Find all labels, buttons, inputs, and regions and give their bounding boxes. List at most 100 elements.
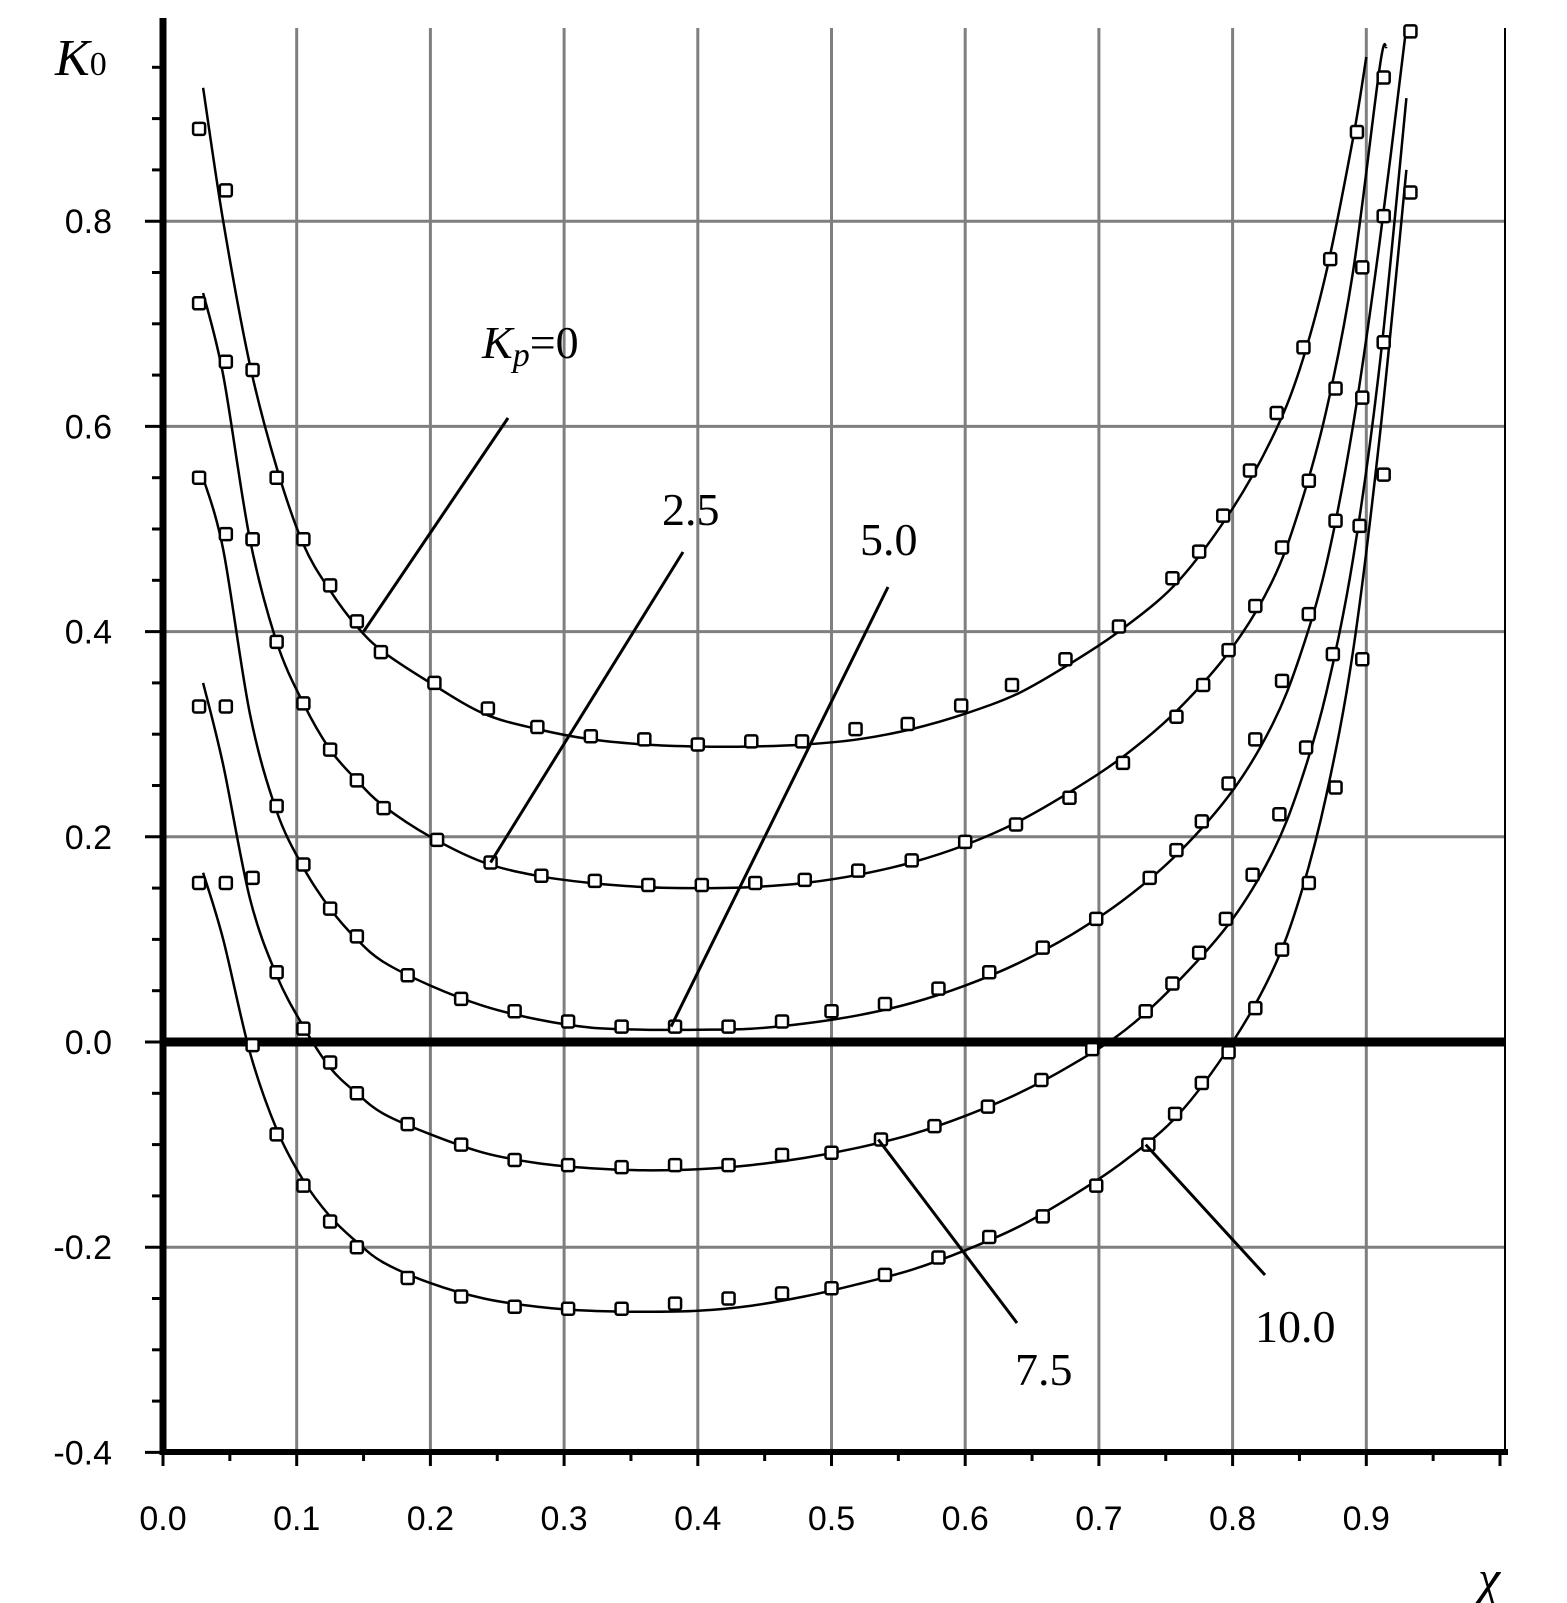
data-point [1035,1209,1050,1224]
data-point [1301,606,1317,622]
data-point [1325,646,1341,662]
data-point [641,877,656,893]
data-point [797,872,813,888]
data-point [1274,540,1290,555]
data-point [429,832,445,848]
x-tick-label: 0.0 [139,1500,186,1538]
data-point [848,721,863,737]
x-tick-label: 0.5 [808,1500,855,1538]
x-tick-label: 0.7 [1075,1500,1122,1538]
data-point [667,1157,683,1173]
tick-marks [145,65,1502,1466]
data-point [721,1291,736,1306]
data-point [1062,790,1077,806]
data-point [1194,1075,1210,1091]
data-point [1191,945,1207,960]
y-tick-label: 0.4 [65,614,112,652]
data-point [400,1116,415,1132]
data-point [982,1229,997,1245]
data-point [927,1118,942,1134]
y-tick-label: 0.2 [65,819,112,857]
data-point [721,1019,736,1034]
data-point [218,183,234,198]
data-point [322,742,338,757]
callout-line-3 [877,1138,1019,1324]
data-point [1403,24,1418,39]
series-line-2 [201,26,1408,1032]
series-line-1 [201,42,1388,890]
data-point [400,1270,415,1286]
data-point [1242,463,1258,478]
grid-lines [163,28,1505,1452]
data-point [1274,673,1290,689]
y-tick-label: -0.2 [53,1229,112,1267]
data-point [376,800,391,816]
data-point [322,578,338,593]
data-point [1218,911,1234,927]
curve-label-kp0-tail: =0 [530,317,579,368]
data-point [349,1086,365,1101]
y-axis-title-sub: 0 [90,46,107,83]
data-point [1298,740,1314,755]
curves [201,26,1408,1314]
data-point [1269,405,1284,421]
data-point [1376,208,1391,224]
data-point [1301,875,1317,891]
data-point [191,699,207,714]
data-point [218,354,234,370]
data-point [322,1055,338,1070]
curve-label-5-0: 5.0 [860,514,918,565]
data-point [1088,1178,1104,1193]
data-point [877,1267,893,1283]
data-point [191,875,207,891]
x-tick-label: 0.4 [674,1500,721,1538]
axes [159,18,1508,1455]
data-markers [191,24,1418,1317]
data-point [480,701,496,716]
data-point [774,1286,790,1301]
data-point [614,1301,629,1317]
data-point [794,734,810,749]
series-line-3 [201,97,1408,1172]
data-point [427,675,442,691]
data-point [269,634,284,650]
data-point [349,773,365,788]
data-point [1301,473,1317,489]
x-tick-labels: 0.0 0.1 0.2 0.3 0.4 0.5 0.6 0.7 0.8 0.9 [139,1500,1390,1538]
data-point [824,1280,839,1296]
data-point [1169,709,1184,725]
data-point [560,1301,576,1317]
data-point [191,121,207,137]
data-point [1274,942,1290,957]
data-point [931,1250,946,1265]
data-point [1248,1000,1263,1016]
data-point [1088,911,1104,927]
curve-labels: Kp=0 2.5 5.0 7.5 10.0 [481,317,1336,1395]
x-tick-label: 0.8 [1209,1500,1256,1538]
data-point [982,964,997,980]
data-point [774,1147,790,1163]
x-axis-title: χ [1474,1550,1502,1603]
data-point [1191,544,1207,559]
data-point [245,1037,260,1053]
data-point [269,964,284,980]
data-point [245,532,260,547]
data-point [953,698,969,713]
data-point [1272,806,1287,822]
curve-label-kp0-sub: p [511,337,530,374]
data-point [904,853,919,868]
data-point [1245,867,1260,883]
data-point [218,875,234,891]
data-point [748,875,763,891]
data-point [530,719,545,735]
data-point [1195,677,1211,693]
data-point [560,1157,576,1173]
data-point [269,1127,284,1142]
data-point [824,1145,839,1161]
series-line-0 [201,56,1368,749]
callout-line-0 [362,417,510,633]
curve-label-2-5: 2.5 [662,484,720,535]
data-point [1138,1003,1153,1019]
data-point [957,834,973,850]
data-point [453,991,469,1007]
